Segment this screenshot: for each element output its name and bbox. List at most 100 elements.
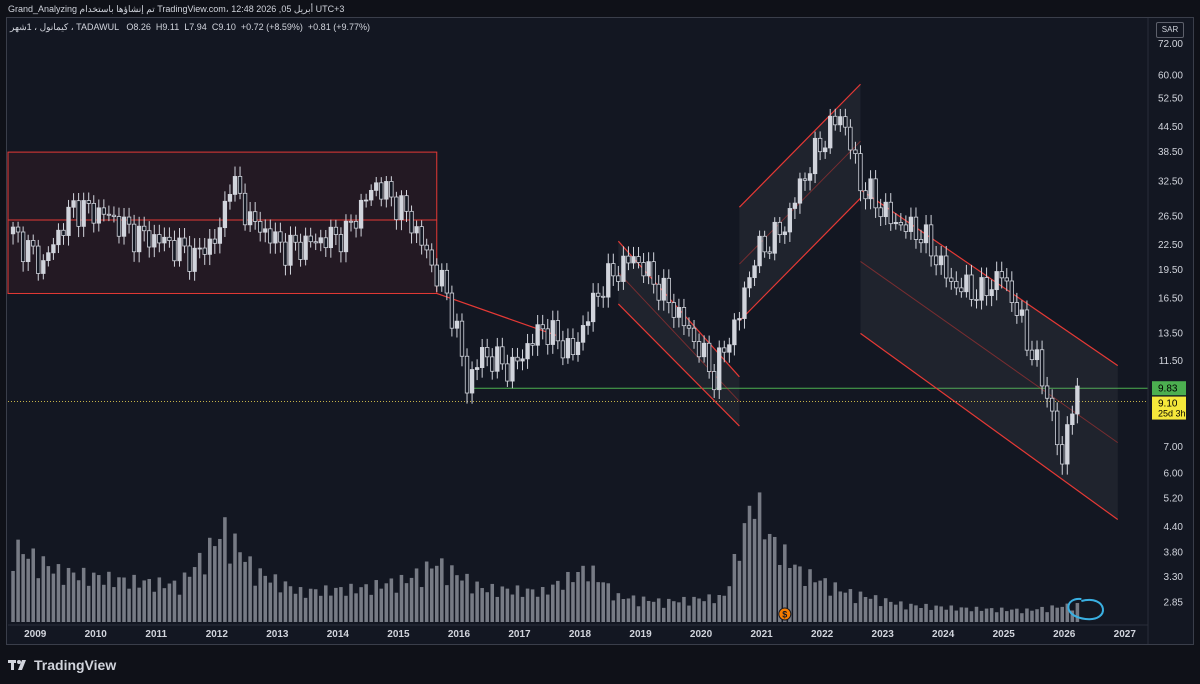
volume-bar <box>419 587 424 622</box>
candle-body <box>802 178 808 181</box>
currency-button[interactable]: SAR <box>1156 22 1184 38</box>
candle-body <box>490 356 495 372</box>
volume-bar <box>182 572 187 622</box>
candle-body <box>268 228 273 244</box>
symbol-line[interactable]: كيمانول ، 1شهر ، TADAWUL <box>10 22 119 32</box>
volume-bar <box>601 582 605 622</box>
volume-bar <box>798 566 802 622</box>
high-label: H <box>155 22 163 32</box>
volume-bar <box>86 585 91 622</box>
candle-body <box>656 283 661 301</box>
volume-bar <box>984 608 989 622</box>
volume-bar <box>687 605 691 622</box>
candle-body <box>1039 349 1045 387</box>
y-tick-label: 3.30 <box>1164 572 1184 583</box>
volume-bar <box>258 568 262 622</box>
candle-body <box>596 292 601 297</box>
volume-bar <box>737 560 742 622</box>
candle-body <box>984 277 989 297</box>
volume-bar <box>223 517 227 622</box>
volume-bar <box>949 605 954 622</box>
candle-body <box>197 247 202 250</box>
volume-bar <box>112 587 116 622</box>
candle-body <box>545 328 550 345</box>
candle-body <box>878 207 883 218</box>
y-tick-label: 44.50 <box>1158 122 1183 133</box>
candle-body <box>1065 424 1070 465</box>
volume-bar <box>929 609 933 622</box>
x-tick-label: 2027 <box>1114 629 1137 640</box>
volume-bar <box>813 582 817 622</box>
volume-bar <box>424 561 429 622</box>
volume-bar <box>1075 603 1080 622</box>
volume-bar <box>1004 611 1009 622</box>
y-tick-label: 26.50 <box>1158 212 1183 223</box>
candle-body <box>374 182 379 191</box>
volume-bar <box>510 594 515 622</box>
volume-bar <box>833 582 838 622</box>
volume-bar <box>102 584 106 622</box>
candle-body <box>570 338 576 356</box>
candle-body <box>363 199 369 202</box>
candle-body <box>913 216 919 240</box>
candle-body <box>964 274 969 293</box>
candle-body <box>646 261 651 277</box>
candle-body <box>863 190 868 200</box>
volume-bar <box>606 583 611 622</box>
x-tick-label: 2017 <box>508 629 531 640</box>
candle-body <box>999 271 1004 279</box>
y-tick-label: 22.50 <box>1158 240 1183 251</box>
candle-body <box>1019 309 1025 316</box>
candle-body <box>333 226 339 235</box>
candle-body <box>1070 413 1075 426</box>
candle-body <box>616 275 621 282</box>
candle-body <box>101 207 107 215</box>
volume-bar <box>137 587 141 622</box>
tradingview-logo-icon <box>8 658 30 672</box>
candle-body <box>823 147 828 153</box>
volume-bar <box>283 581 288 622</box>
volume-bar <box>545 594 550 622</box>
candle-body <box>974 298 979 301</box>
candle-body <box>449 292 455 329</box>
candle-body <box>540 324 545 330</box>
candle-body <box>167 236 172 241</box>
y-tick-label: 52.50 <box>1158 93 1183 104</box>
candle-body <box>288 234 293 266</box>
candle-body <box>777 221 782 236</box>
candle-body <box>202 247 207 255</box>
volume-bar <box>959 607 964 622</box>
volume-bar <box>485 592 489 622</box>
candle-body <box>207 238 212 255</box>
volume-bar <box>429 568 434 622</box>
volume-bar <box>379 588 384 622</box>
candle-body <box>419 226 424 246</box>
volume-bar <box>455 575 459 622</box>
candle-body <box>732 319 737 346</box>
volume-bar <box>218 538 222 622</box>
volume-bar <box>838 591 843 622</box>
volume-bar <box>611 600 616 622</box>
price-change: +0.72 (+8.59%) <box>240 22 303 32</box>
candle-body <box>696 341 702 358</box>
volume-bar <box>742 523 747 622</box>
volume-bar <box>581 565 585 622</box>
volume-bar <box>999 607 1004 622</box>
candle-body <box>555 320 560 342</box>
candle-body <box>263 228 268 233</box>
volume-bar <box>394 592 399 622</box>
candle-body <box>1075 385 1080 415</box>
volume-bar <box>848 589 853 622</box>
candle-body <box>812 137 818 175</box>
volume-bar <box>318 595 323 622</box>
volume-bar <box>899 601 903 622</box>
candle-body <box>31 240 36 247</box>
candle-body <box>792 202 798 209</box>
low-label: L <box>184 22 190 32</box>
candle-body <box>177 237 182 262</box>
volume-bar <box>359 587 363 622</box>
volume-bar <box>994 612 999 622</box>
channel-mid-5 <box>860 261 1119 444</box>
candle-body <box>404 195 409 212</box>
